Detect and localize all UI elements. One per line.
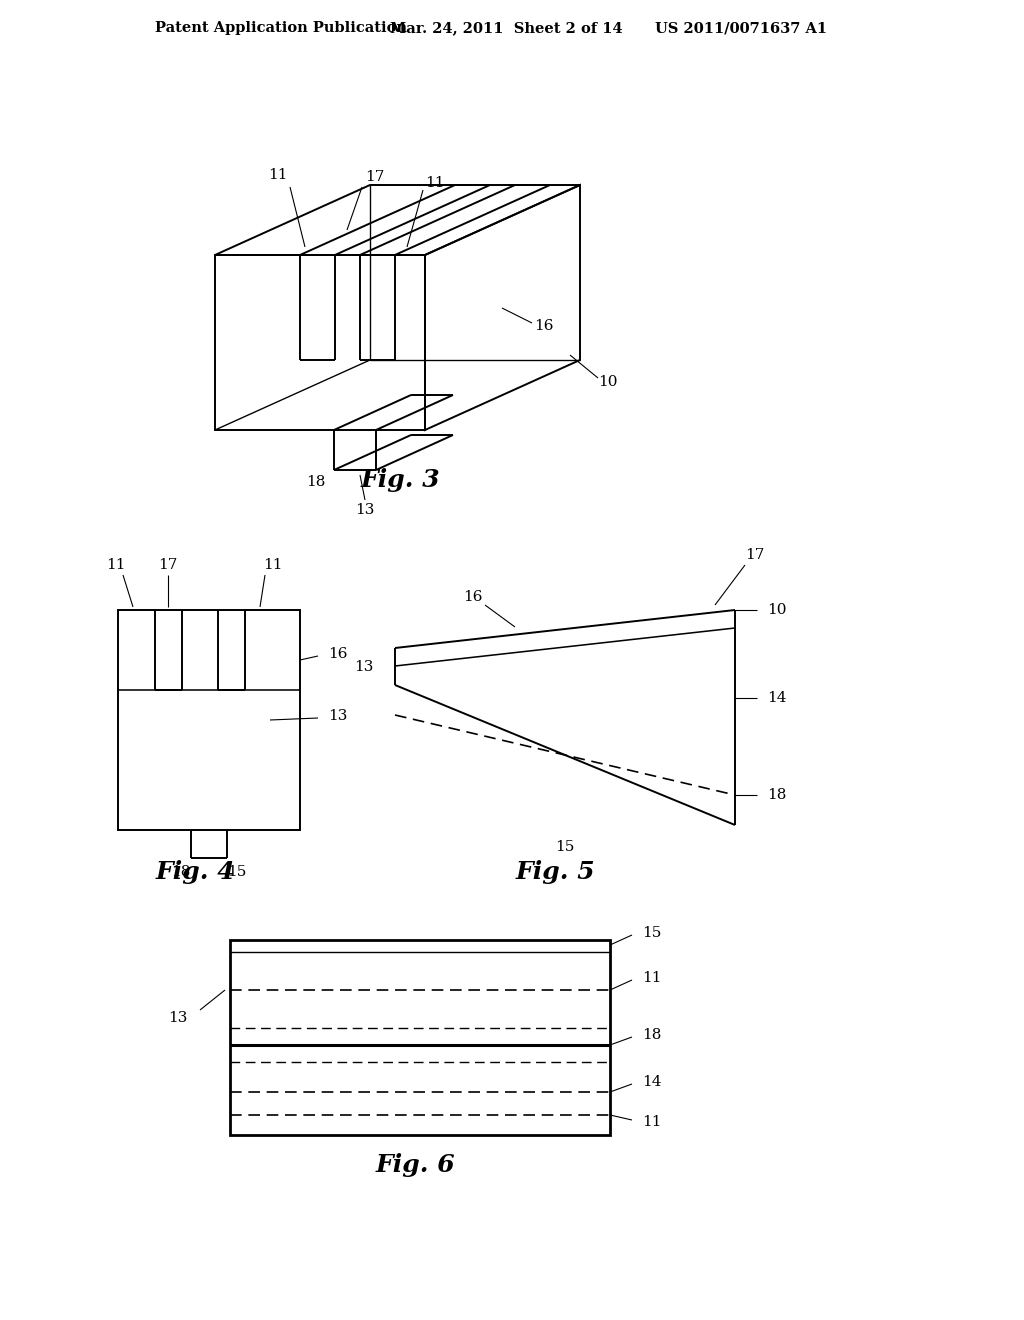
Text: 18: 18 — [306, 475, 326, 488]
Text: 15: 15 — [642, 927, 662, 940]
Text: 15: 15 — [555, 840, 574, 854]
Text: 13: 13 — [355, 503, 375, 517]
Text: 10: 10 — [767, 603, 786, 616]
Text: 16: 16 — [328, 647, 347, 661]
Text: US 2011/0071637 A1: US 2011/0071637 A1 — [655, 21, 827, 36]
Text: 15: 15 — [227, 865, 247, 879]
Text: 17: 17 — [159, 558, 178, 572]
Text: 13: 13 — [328, 709, 347, 723]
Text: 10: 10 — [598, 375, 617, 389]
Text: 18: 18 — [642, 1028, 662, 1041]
Text: 11: 11 — [642, 972, 662, 985]
Text: 14: 14 — [767, 690, 786, 705]
Text: 11: 11 — [642, 1115, 662, 1129]
Text: Mar. 24, 2011  Sheet 2 of 14: Mar. 24, 2011 Sheet 2 of 14 — [390, 21, 623, 36]
Text: Fig. 5: Fig. 5 — [515, 861, 595, 884]
Text: 16: 16 — [535, 319, 554, 333]
Text: 11: 11 — [263, 558, 283, 572]
Text: Fig. 6: Fig. 6 — [375, 1152, 455, 1177]
Text: 18: 18 — [171, 865, 190, 879]
Text: Fig. 4: Fig. 4 — [156, 861, 234, 884]
Text: 17: 17 — [745, 548, 765, 562]
Text: 13: 13 — [353, 660, 373, 675]
Text: 11: 11 — [106, 558, 126, 572]
Text: 11: 11 — [268, 168, 288, 182]
Text: Fig. 3: Fig. 3 — [360, 469, 440, 492]
Text: 13: 13 — [169, 1011, 188, 1026]
Text: Patent Application Publication: Patent Application Publication — [155, 21, 407, 36]
Text: 17: 17 — [366, 170, 385, 183]
Text: 14: 14 — [642, 1074, 662, 1089]
Text: 18: 18 — [767, 788, 786, 803]
Text: 11: 11 — [425, 176, 444, 190]
Text: 16: 16 — [463, 590, 482, 605]
